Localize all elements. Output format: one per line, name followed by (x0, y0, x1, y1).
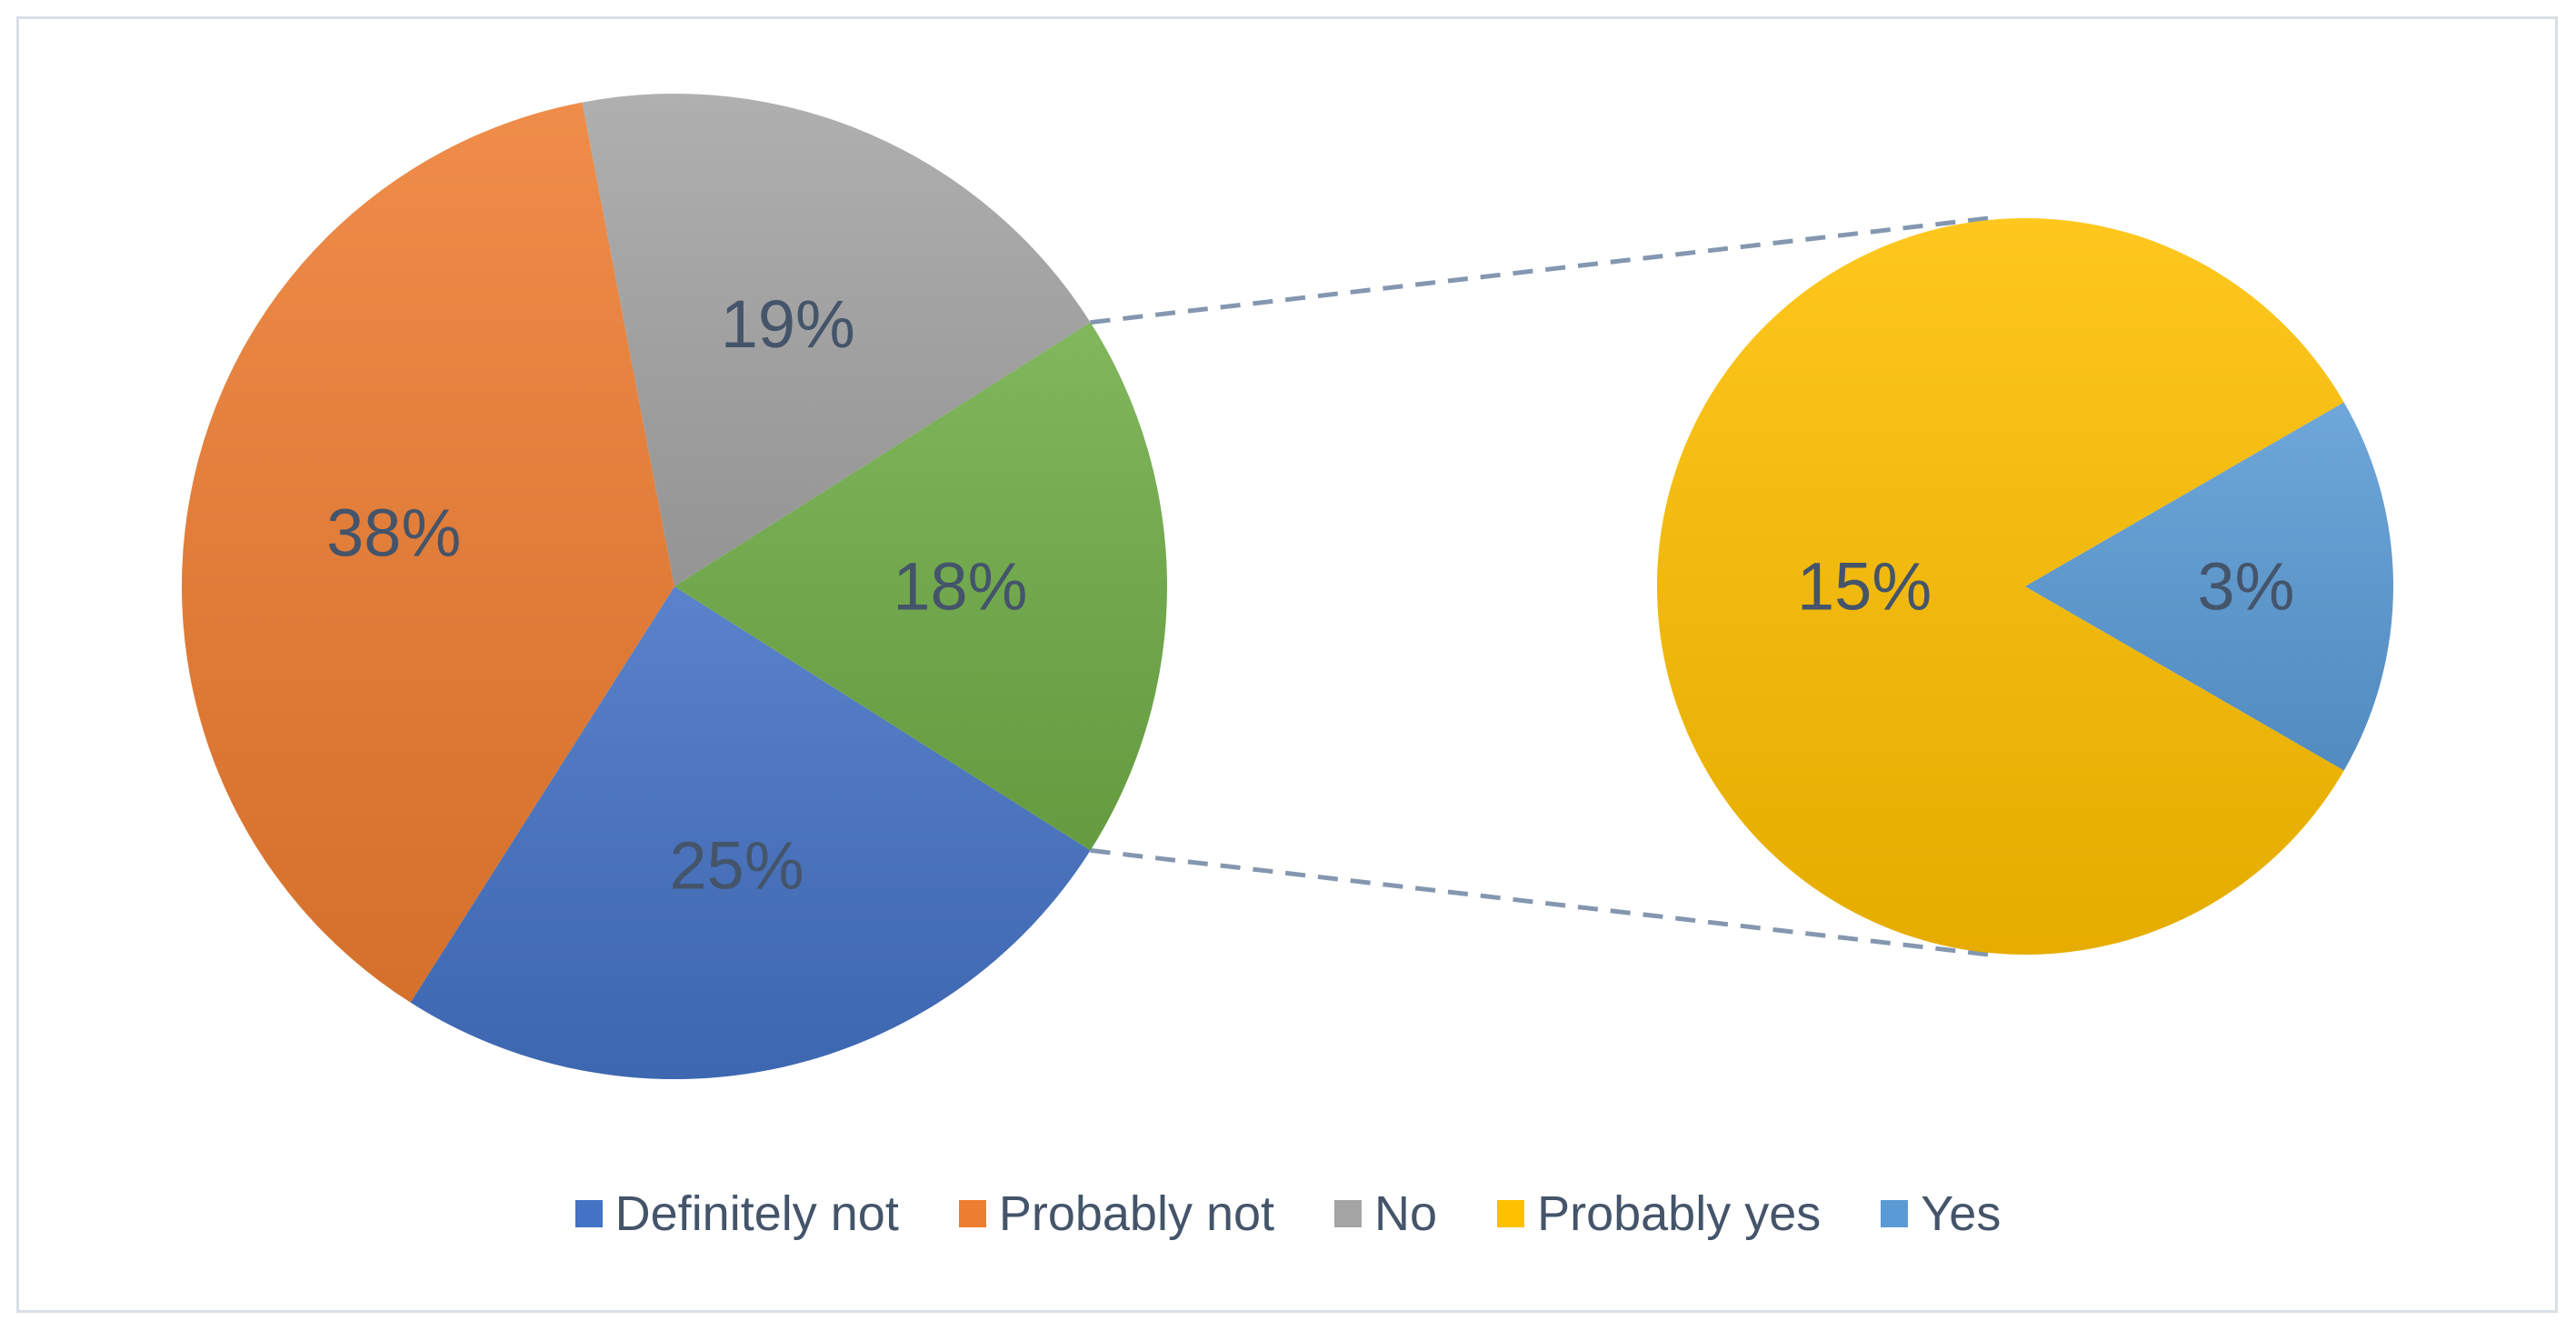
data-label-other: 18% (893, 549, 1027, 625)
data-label-yes: 3% (2198, 549, 2295, 625)
slice-shade-no (582, 93, 1091, 587)
main-pie (181, 93, 1168, 1080)
slice-shade-definitely-not (410, 586, 1091, 1080)
legend-swatch (1881, 1200, 1909, 1227)
slice-shade-yes (2025, 402, 2393, 771)
legend-item-probably-not: Probably not (958, 1186, 1275, 1242)
legend: Definitely not Probably not No Probably yes… (0, 1182, 2576, 1246)
data-label-probably-yes: 15% (1797, 549, 1932, 625)
data-labels: 25% 38% 19% 18% 15% 3% (326, 286, 2294, 903)
legend-item-no: No (1334, 1186, 1437, 1242)
slice-shade-probably-yes (1656, 217, 2344, 955)
legend-label: Yes (1921, 1186, 2002, 1241)
legend-swatch (574, 1200, 603, 1227)
legend-label: Definitely not (614, 1186, 899, 1241)
connector-top (1090, 215, 1990, 325)
legend-item-yes: Yes (1881, 1186, 2001, 1242)
data-label-probably-not: 38% (326, 495, 461, 571)
legend-label: No (1374, 1186, 1438, 1241)
secondary-pie (1656, 217, 2393, 955)
data-label-no: 19% (721, 286, 855, 362)
slice-shade-other (674, 322, 1168, 851)
legend-label: Probably not (998, 1186, 1275, 1241)
data-label-definitely-not: 25% (670, 827, 804, 903)
slice-shade-probably-not (181, 102, 674, 1003)
connector-bottom (1090, 847, 1990, 957)
legend-item-definitely-not: Definitely not (574, 1186, 899, 1242)
legend-label: Probably yes (1537, 1186, 1822, 1241)
connector-lines (1090, 215, 1990, 957)
legend-swatch (1334, 1200, 1363, 1227)
legend-swatch (1497, 1200, 1525, 1227)
legend-swatch (958, 1200, 986, 1227)
legend-item-probably-yes: Probably yes (1497, 1186, 1821, 1242)
